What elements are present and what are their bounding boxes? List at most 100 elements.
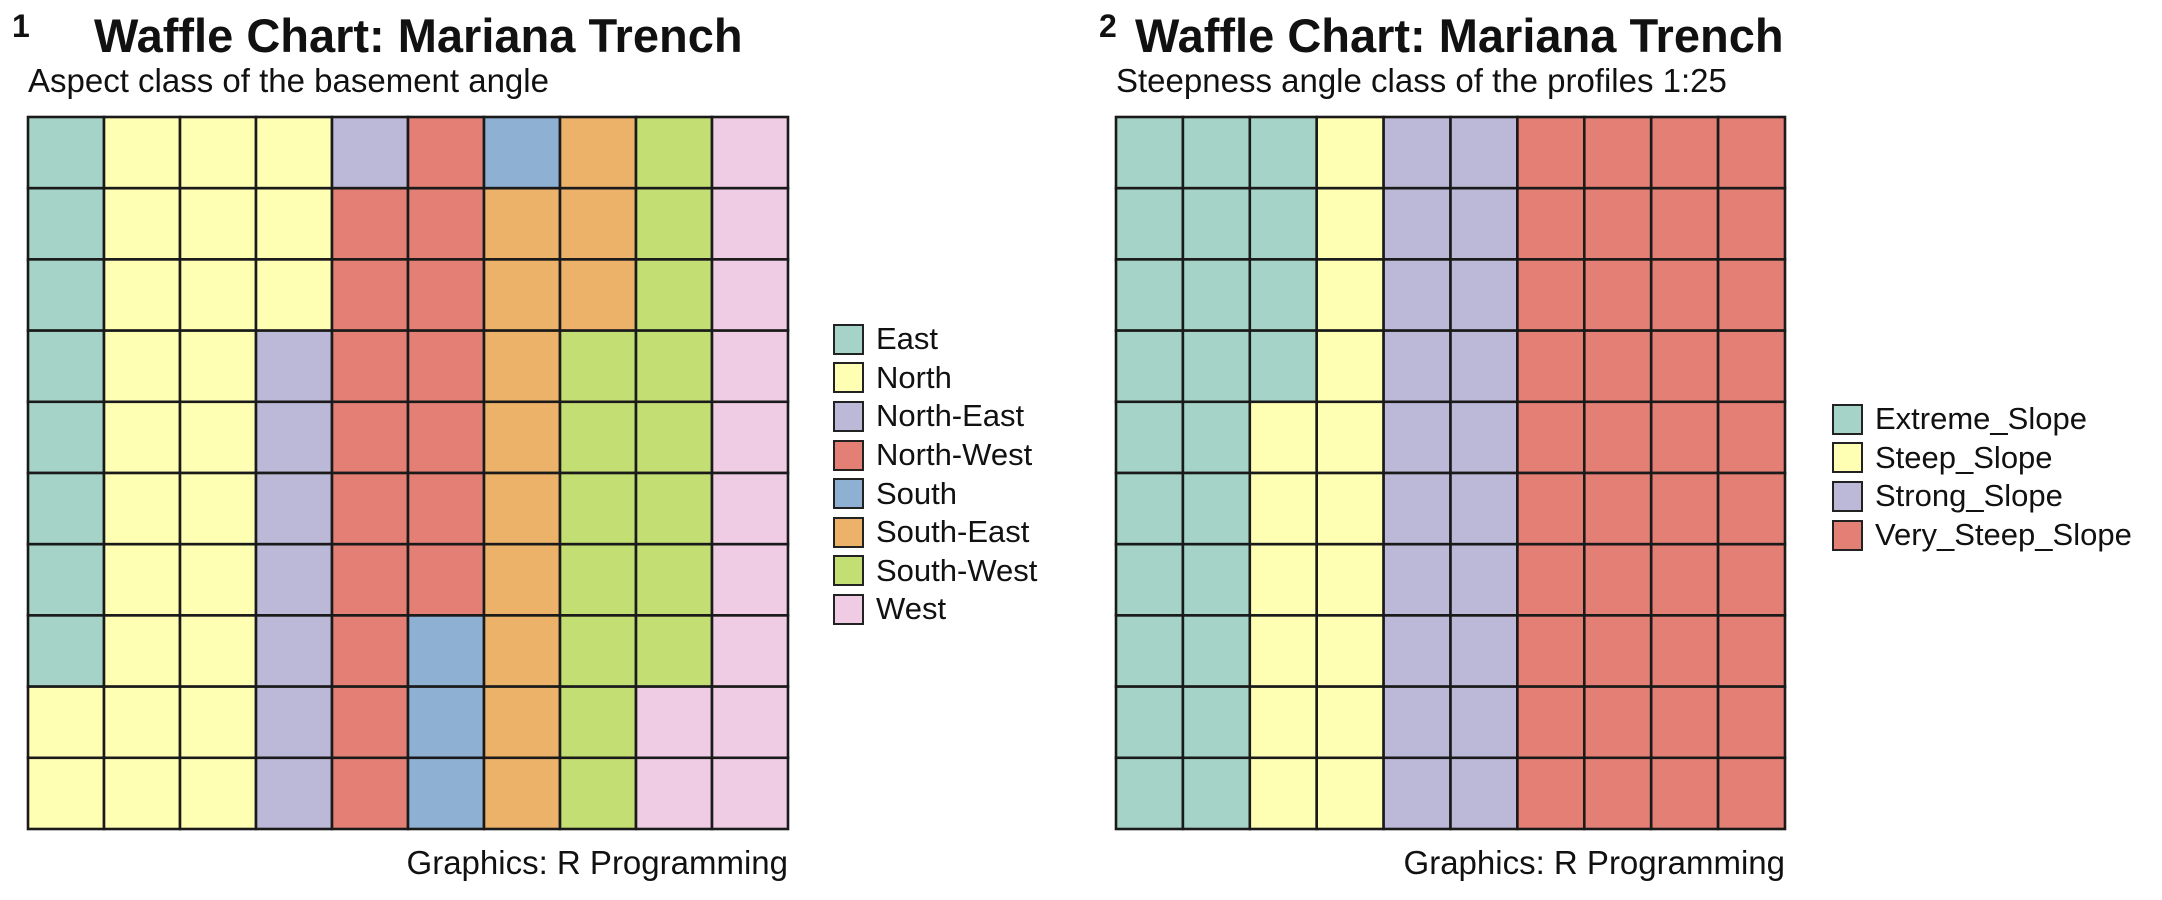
waffle-cell-south-east [482,685,562,760]
waffle-cell-steep-slope [1248,685,1319,760]
waffle-cell-strong-slope [1382,756,1452,831]
legend-label: Extreme_Slope [1875,401,2087,437]
legend-item: North [833,359,1037,398]
waffle-cell-strong-slope [1382,186,1452,261]
waffle-cell-extreme-slope [1181,115,1252,190]
chart-title: Waffle Chart: Mariana Trench [1135,9,1784,62]
waffle-cell-north-west [330,186,410,261]
waffle-cell-north-east [254,400,334,475]
waffle-cell-north [178,756,258,831]
waffle-cell-strong-slope [1382,685,1452,760]
waffle-cell-steep-slope [1315,685,1385,760]
waffle-cell-steep-slope [1248,471,1319,546]
waffle-cell-extreme-slope [1181,471,1252,546]
waffle-cell-north [254,258,334,332]
waffle-cell-steep-slope [1248,756,1319,831]
waffle-cell-very-steep-slope [1716,685,1787,760]
waffle-cell-north [178,400,258,475]
waffle-cell-strong-slope [1449,542,1519,617]
waffle-cell-extreme-slope [1114,400,1185,475]
waffle-cell-east [26,614,106,688]
chart-title: Waffle Chart: Mariana Trench [94,9,743,62]
waffle-cell-north-east [254,685,334,760]
waffle-cell-north [26,756,106,831]
legend-item: North-East [833,397,1037,436]
waffle-cell-strong-slope [1449,115,1519,190]
waffle-cell-very-steep-slope [1649,756,1720,831]
waffle-cell-north [102,685,182,760]
waffle-panel-1: 1 Waffle Chart: Mariana Trench Aspect cl… [12,8,1037,881]
waffle-cell-very-steep-slope [1649,685,1720,760]
legend: East North North-East North-West South South-… [833,320,1037,629]
waffle-cell-north-west [330,329,410,404]
waffle-cell-very-steep-slope [1649,258,1720,332]
waffle-cell-south-east [482,400,562,475]
waffle-cell-north-west [406,329,486,404]
legend-item: East [833,320,1037,359]
waffle-cell-extreme-slope [1248,329,1319,404]
waffle-cell-extreme-slope [1181,400,1252,475]
waffle-cell-very-steep-slope [1716,756,1787,831]
waffle-cell-north [102,115,182,190]
waffle-cell-very-steep-slope [1516,471,1586,546]
chart-subtitle: Aspect class of the basement angle [28,62,549,99]
waffle-cell-steep-slope [1315,471,1385,546]
legend-label: South [876,475,958,511]
waffle-cell-very-steep-slope [1716,115,1787,190]
waffle-cell-west [634,685,714,760]
waffle-cell-extreme-slope [1114,329,1185,404]
waffle-cell-north [178,115,258,190]
waffle-cell-west [710,756,790,831]
legend-swatch [833,555,864,587]
waffle-cell-steep-slope [1315,542,1385,617]
legend-item: North-West [833,436,1037,475]
waffle-cell-north [102,258,182,332]
waffle-cell-north-west [330,685,410,760]
waffle-cell-north-west [406,400,486,475]
waffle-cell-east [26,115,106,190]
legend-label: Steep_Slope [1875,439,2053,475]
waffle-cell-extreme-slope [1114,614,1185,688]
legend-item: Strong_Slope [1832,477,2132,516]
legend-swatch [833,516,864,548]
waffle-cell-very-steep-slope [1516,614,1586,688]
waffle-cell-north-west [330,471,410,546]
waffle-cell-north [102,471,182,546]
waffle-cell-strong-slope [1449,685,1519,760]
waffle-cell-south [406,614,486,688]
waffle-cell-north-west [330,756,410,831]
legend-label: East [876,321,939,357]
waffle-cell-south-east [482,756,562,831]
legend-swatch [833,478,864,510]
legend-swatch [833,439,864,471]
waffle-cell-west [710,115,790,190]
waffle-cell-south [406,756,486,831]
waffle-cell-extreme-slope [1114,186,1185,261]
waffle-cell-north [102,614,182,688]
waffle-cell-extreme-slope [1114,756,1185,831]
waffle-cell-very-steep-slope [1582,542,1653,617]
waffle-cell-very-steep-slope [1516,685,1586,760]
waffle-cell-west [710,542,790,617]
waffle-cell-north-west [330,258,410,332]
waffle-cell-very-steep-slope [1516,329,1586,404]
waffle-cell-south-west [634,115,714,190]
waffle-panel-2: 2 Waffle Chart: Mariana Trench Steepness… [1085,0,2162,900]
waffle-cell-extreme-slope [1248,186,1319,261]
waffle-cell-steep-slope [1315,756,1385,831]
legend-item: Steep_Slope [1832,439,2132,478]
waffle-cell-north [102,186,182,261]
legend-swatch [1832,403,1863,435]
legend-label: Strong_Slope [1875,478,2063,514]
waffle-cell-east [26,471,106,546]
waffle-cell-very-steep-slope [1649,115,1720,190]
waffle-cell-very-steep-slope [1649,186,1720,261]
waffle-cell-very-steep-slope [1716,471,1787,546]
waffle-cell-very-steep-slope [1716,614,1787,688]
chart-subtitle: Steepness angle class of the profiles 1:… [1116,62,1727,99]
waffle-cell-very-steep-slope [1582,471,1653,546]
legend-swatch [833,323,864,355]
waffle-cell-south-east [482,542,562,617]
waffle-cell-extreme-slope [1248,115,1319,190]
waffle-cell-north-east [254,542,334,617]
